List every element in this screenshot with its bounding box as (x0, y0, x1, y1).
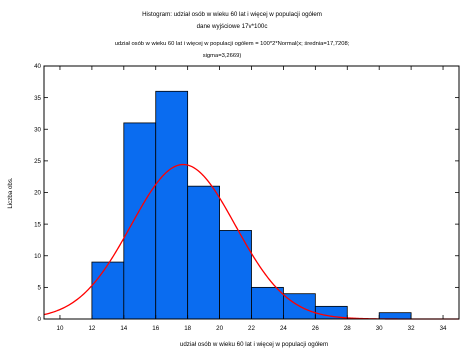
x-tick-label: 34 (440, 325, 447, 332)
y-tick-label: 30 (34, 126, 41, 133)
x-tick-label: 18 (184, 325, 191, 332)
y-tick-label: 20 (34, 190, 41, 197)
x-tick-label: 22 (248, 325, 255, 332)
x-tick-label: 32 (408, 325, 415, 332)
x-tick-label: 24 (280, 325, 287, 332)
y-tick-label: 25 (34, 158, 41, 165)
x-tick-label: 14 (120, 325, 127, 332)
histogram-bar (91, 261, 125, 320)
y-tick-label: 10 (34, 253, 41, 260)
y-tick-label: 0 (38, 316, 42, 323)
title-line-1: Histogram: udział osób w wieku 60 lat i … (142, 11, 322, 18)
y-tick-label: 15 (34, 221, 41, 228)
x-tick-label: 20 (216, 325, 223, 332)
x-tick-label: 30 (376, 325, 383, 332)
histogram-bar (155, 90, 189, 320)
y-tick-label: 40 (34, 63, 41, 70)
y-tick-label: 35 (34, 95, 41, 102)
x-tick-label: 16 (152, 325, 159, 332)
histogram-bar (123, 122, 157, 320)
title-line-4: sigma=3,2669) (203, 53, 242, 59)
title-line-2: dane wyjściowe 17v*100c (197, 23, 268, 30)
chart-title: Histogram: udział osób w wieku 60 lat i … (115, 11, 350, 59)
title-line-3: udział osób w wieku 60 lat i więcej w po… (115, 41, 350, 47)
y-tick-label: 5 (38, 285, 42, 292)
y-axis-label: Liczba obs. (7, 177, 14, 209)
histogram-bar (187, 185, 220, 320)
x-tick-label: 10 (57, 325, 64, 332)
x-tick-label: 26 (312, 325, 319, 332)
histogram-bar (378, 312, 412, 320)
x-tick-label: 28 (344, 325, 351, 332)
histogram-bar (219, 230, 252, 320)
histogram-bar (251, 286, 284, 320)
x-axis-label: udział osób w wieku 60 lat i więcej w po… (180, 341, 328, 348)
x-tick-label: 12 (88, 325, 95, 332)
